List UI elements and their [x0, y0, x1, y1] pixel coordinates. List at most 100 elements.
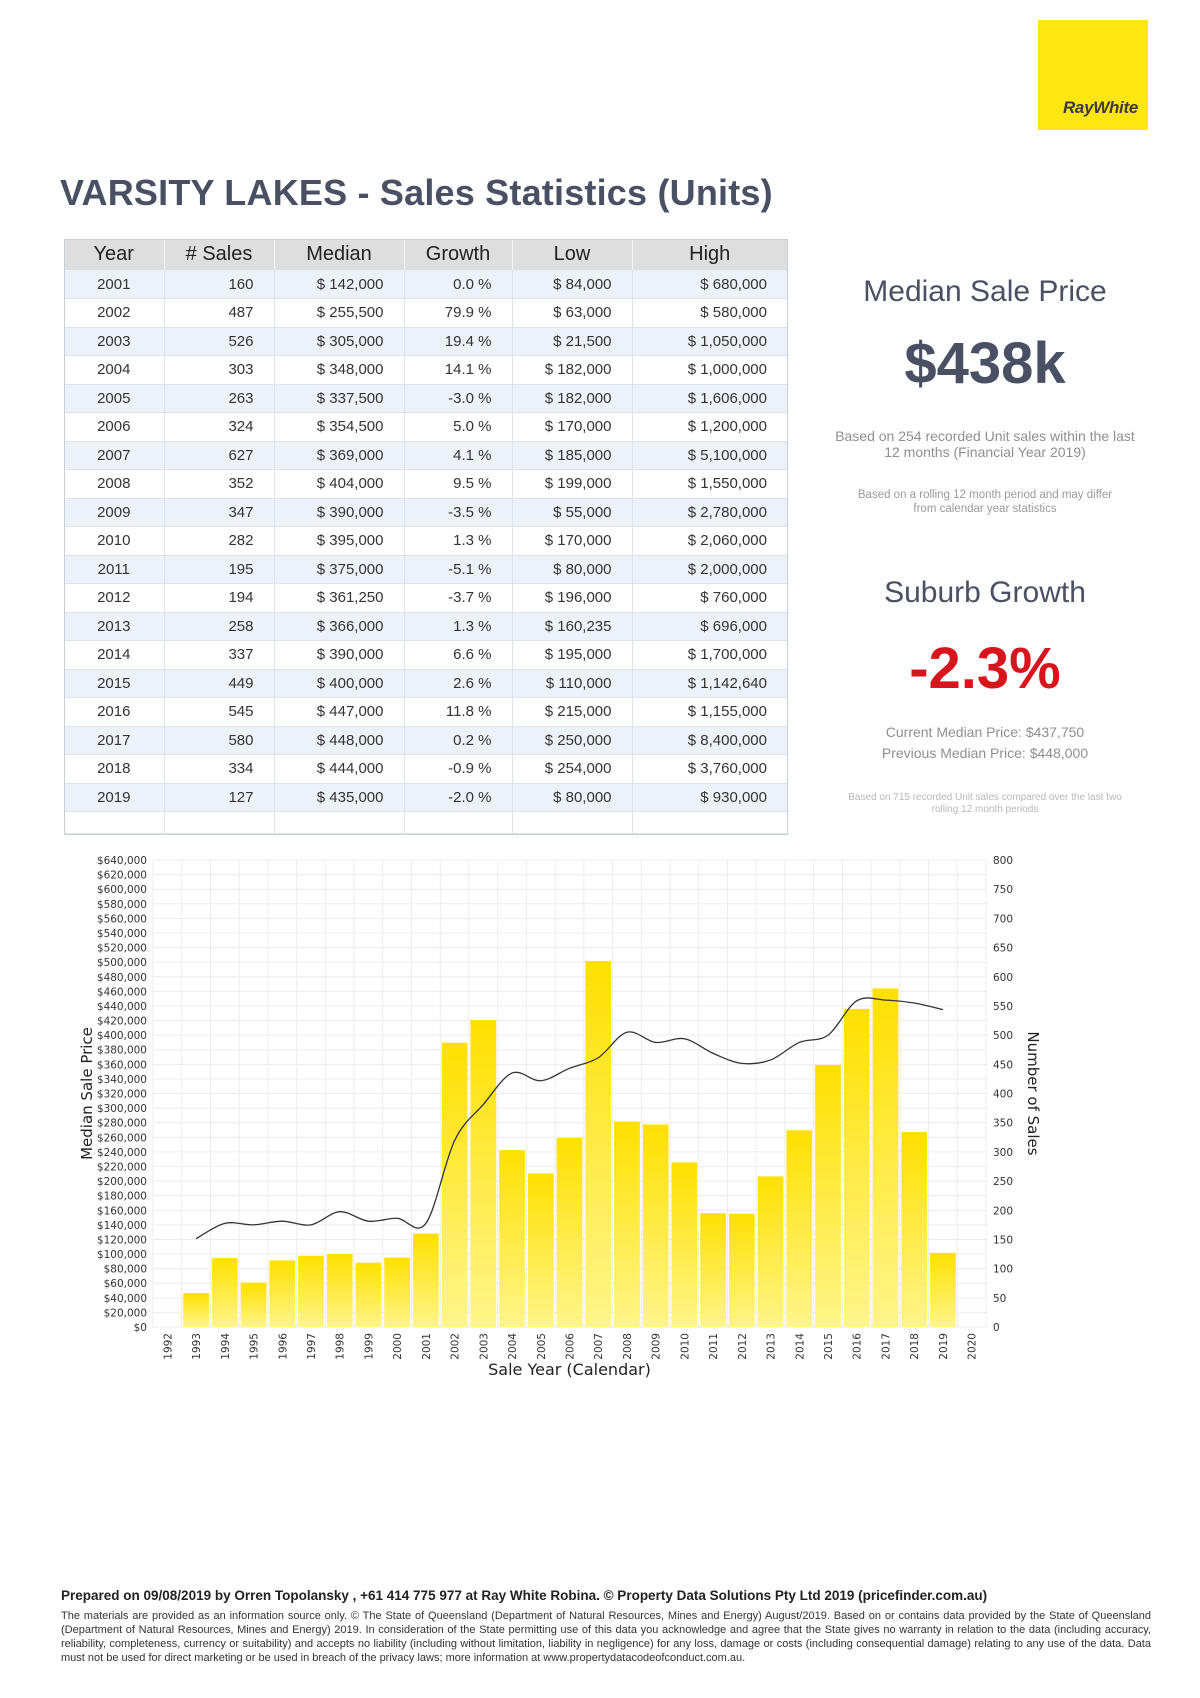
cell-median: $ 390,000 — [274, 640, 405, 670]
cell-low: $ 250,000 — [512, 726, 633, 755]
x-tick-label: 2017 — [880, 1333, 892, 1360]
col-header-low: Low — [512, 239, 633, 270]
cell-growth: -3.0 % — [404, 384, 513, 413]
cell-low: $ 84,000 — [512, 270, 633, 299]
x-tick-label: 2003 — [478, 1333, 490, 1360]
table-row: 2004 303 $ 348,000 14.1 % $ 182,000 $ 1,000,0… — [64, 355, 788, 385]
sales-bar — [211, 1258, 238, 1327]
cell-year: 2015 — [64, 669, 165, 698]
col-header-sales: # Sales — [164, 239, 275, 270]
cell-median: $ 305,000 — [274, 327, 405, 356]
cell-growth: 19.4 % — [404, 327, 513, 356]
cell-high: $ 1,155,000 — [632, 697, 788, 727]
sales-bar — [642, 1124, 669, 1327]
y-tick-label: $440,000 — [97, 1001, 147, 1013]
table-row: 2006 324 $ 354,500 5.0 % $ 170,000 $ 1,200,00… — [64, 412, 788, 442]
cell-high: $ 5,100,000 — [632, 441, 788, 470]
cell-year: 2005 — [64, 384, 165, 413]
x-tick-label: 1994 — [220, 1333, 232, 1360]
footer: Prepared on 09/08/2019 by Orren Topolans… — [61, 1588, 1151, 1665]
y-tick-label: $340,000 — [97, 1074, 147, 1086]
y2-tick-label: 200 — [993, 1205, 1013, 1217]
sales-bar — [700, 1213, 726, 1327]
cell-growth: 1.3 % — [404, 526, 513, 556]
y-tick-label: $420,000 — [97, 1016, 147, 1028]
cell-low: $ 182,000 — [512, 355, 633, 385]
cell-sales: 334 — [164, 754, 275, 784]
cell-low: $ 215,000 — [512, 697, 633, 727]
y-tick-label: $620,000 — [97, 870, 147, 882]
y-tick-label: $460,000 — [97, 986, 147, 998]
cell-high: $ 1,000,000 — [632, 355, 788, 385]
cell-sales: 127 — [164, 783, 275, 812]
y-tick-label: $240,000 — [97, 1147, 147, 1159]
table-row: 2002 487 $ 255,500 79.9 % $ 63,000 $ 580,000 — [64, 298, 788, 328]
sales-bar — [872, 988, 899, 1327]
page-title: VARSITY LAKES - Sales Statistics (Units) — [60, 172, 773, 213]
cell-median: $ 348,000 — [274, 355, 405, 385]
sales-bar — [815, 1064, 841, 1327]
cell-growth: 1.3 % — [404, 612, 513, 641]
cell-year: 2003 — [64, 327, 165, 356]
cell-year: 2016 — [64, 697, 165, 727]
table-row: 2019 127 $ 435,000 -2.0 % $ 80,000 $ 930,000 — [64, 783, 788, 812]
y-tick-label: $60,000 — [104, 1278, 147, 1290]
y-tick-label: $160,000 — [97, 1205, 147, 1217]
y2-tick-label: 700 — [993, 913, 1013, 925]
col-header-growth: Growth — [404, 239, 513, 270]
sales-bar — [527, 1173, 554, 1327]
cell-sales: 526 — [164, 327, 275, 356]
cell-high: $ 2,060,000 — [632, 526, 788, 556]
cell-year: 2019 — [64, 783, 165, 812]
y-tick-label: $80,000 — [104, 1264, 147, 1276]
table-row: 2001 160 $ 142,000 0.0 % $ 84,000 $ 680,000 — [64, 270, 788, 299]
x-tick-label: 2000 — [392, 1333, 404, 1360]
x-tick-label: 1996 — [277, 1333, 289, 1360]
cell-high: $ 8,400,000 — [632, 726, 788, 755]
x-tick-label: 2001 — [421, 1333, 433, 1360]
cell-median: $ 400,000 — [274, 669, 405, 698]
cell-low: $ 80,000 — [512, 555, 633, 584]
sales-bar — [901, 1132, 928, 1327]
cell-high: $ 1,700,000 — [632, 640, 788, 670]
y2-tick-label: 650 — [993, 943, 1013, 955]
cell-low: $ 55,000 — [512, 498, 633, 527]
x-tick-label: 2006 — [565, 1333, 577, 1360]
y-tick-label: $320,000 — [97, 1089, 147, 1101]
cell-year: 2002 — [64, 298, 165, 328]
x-axis-label: Sale Year (Calendar) — [488, 1360, 651, 1379]
cell-growth: 6.6 % — [404, 640, 513, 670]
cell-high: $ 3,760,000 — [632, 754, 788, 784]
cell-growth: 2.6 % — [404, 669, 513, 698]
growth-value: -2.3% — [909, 636, 1061, 701]
y2-tick-label: 300 — [993, 1147, 1013, 1159]
y-tick-label: $0 — [134, 1322, 147, 1334]
sales-bar — [585, 960, 612, 1327]
y-tick-label: $100,000 — [97, 1249, 147, 1261]
y-tick-label: $400,000 — [97, 1030, 147, 1042]
cell-sales: 337 — [164, 640, 275, 670]
cell-high: $ 1,050,000 — [632, 327, 788, 356]
table-row: 2008 352 $ 404,000 9.5 % $ 199,000 $ 1,550,00… — [64, 469, 788, 499]
cell-low: $ 254,000 — [512, 754, 633, 784]
cell-sales: 449 — [164, 669, 275, 698]
x-tick-label: 2004 — [507, 1333, 519, 1360]
sales-chart: $0 $20,000 $40,000 $60,000 $80,000 $100,000 $1… — [78, 855, 1042, 1379]
cell-high: $ 1,142,640 — [632, 669, 788, 698]
cell-low: $ 199,000 — [512, 469, 633, 499]
cell-year: 2008 — [64, 469, 165, 499]
y-tick-label: $360,000 — [97, 1059, 147, 1071]
cell-low: $ 170,000 — [512, 412, 633, 442]
cell-low: $ 21,500 — [512, 327, 633, 356]
y-tick-label: $520,000 — [97, 943, 147, 955]
y-tick-label: $500,000 — [97, 957, 147, 969]
cell-high: $ 1,606,000 — [632, 384, 788, 413]
logo-text: RayWhite — [1062, 98, 1138, 117]
cell-low: $ 195,000 — [512, 640, 633, 670]
cell-sales: 545 — [164, 697, 275, 727]
table-row: 2009 347 $ 390,000 -3.5 % $ 55,000 $ 2,780,00… — [64, 498, 788, 527]
y-tick-label: $40,000 — [104, 1293, 147, 1305]
sales-bar — [269, 1260, 296, 1327]
y2-tick-label: 550 — [993, 1001, 1013, 1013]
table-row: 2003 526 $ 305,000 19.4 % $ 21,500 $ 1,050,00… — [64, 327, 788, 356]
